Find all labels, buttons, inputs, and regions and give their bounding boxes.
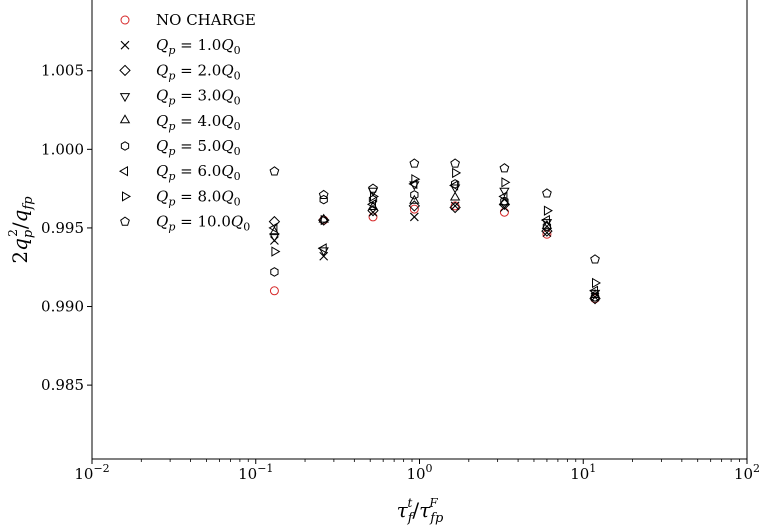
data-point [590,292,600,302]
data-point [368,212,378,222]
legend-label: Qp = 4.0Q0 [156,112,241,133]
x-axis-label: τft/τfpF [397,496,444,526]
legend-item: Qp = 1.0Q0 [120,36,241,57]
data-point [590,254,600,264]
series-points [269,158,600,264]
legend-marker [119,93,131,103]
data-point [449,201,461,214]
series-points [268,178,599,296]
legend-marker [120,216,130,226]
data-point [367,204,379,217]
x-tick-label: 10−2 [74,462,109,483]
data-point [498,191,508,202]
legend-label: NO CHARGE [156,11,256,29]
legend-marker [120,141,130,151]
data-point [411,174,421,185]
legend-label: Qp = 10.0Q0 [156,213,250,234]
y-tick-label: 1.005 [41,62,84,80]
data-point [543,205,553,216]
legend: NO CHARGE Qp = 1.0Q0 Qp = 2.0Q0 Qp = 3.0Q0 Q… [118,11,256,234]
data-point [409,194,420,204]
data-point [501,177,511,188]
data-point [542,221,552,232]
data-point [269,166,280,176]
data-point [320,214,330,226]
legend-marker [119,64,131,77]
data-point [410,190,419,200]
data-point [541,225,553,237]
data-point [409,212,419,222]
series-points [269,181,601,299]
x-tick-label: 102 [734,462,760,483]
legend-item: Qp = 8.0Q0 [122,187,241,208]
legend-marker [120,40,130,50]
data-point [270,267,279,277]
data-point [269,286,279,296]
legend-label: Qp = 6.0Q0 [156,162,241,183]
data-point [542,188,552,198]
legend-item: Qp = 6.0Q0 [118,162,241,183]
y-tick-label: 0.985 [41,376,84,394]
data-point [449,180,459,191]
series-points [270,179,600,302]
y-tick-label: 1.000 [41,140,84,158]
data-point [450,201,460,211]
legend-marker [119,114,131,124]
data-point [409,158,420,168]
data-point [452,167,462,179]
legend-item: Qp = 10.0Q0 [120,213,250,234]
data-point [271,246,281,257]
data-point [269,233,280,243]
y-tick-label: 0.995 [41,219,84,237]
legend-marker [120,15,130,25]
legend-label: Qp = 2.0Q0 [156,61,241,82]
data-point [408,200,421,212]
data-point [499,163,510,173]
series-points [271,167,602,289]
data-point [317,243,327,254]
data-point [268,222,278,234]
legend-label: Qp = 3.0Q0 [156,87,241,108]
data-point [370,191,380,202]
data-point [409,204,419,214]
legend-label: Qp = 8.0Q0 [156,187,241,208]
data-point [449,191,461,201]
data-points [268,158,602,305]
data-point [317,214,330,226]
data-point [589,285,599,296]
data-point [500,196,509,206]
legend-item: NO CHARGE [120,11,256,29]
legend-item: Qp = 3.0Q0 [119,87,241,108]
data-point [450,158,460,168]
legend-item: Qp = 5.0Q0 [120,137,241,158]
series-points [269,191,601,299]
x-tick-label: 101 [570,462,596,483]
y-axis-label: 2qp2/qfp [6,196,36,264]
data-point [540,214,550,226]
data-point [368,183,378,193]
data-point [542,229,552,239]
legend-marker [118,166,128,177]
data-point [592,277,602,289]
legend-item: Qp = 2.0Q0 [119,61,241,82]
legend-marker [122,191,132,202]
data-point [319,194,328,205]
series-points [268,198,601,305]
data-point [318,189,329,200]
x-tick-label: 100 [406,462,432,483]
data-point [408,178,418,190]
data-point [366,199,376,210]
y-tick-label: 0.990 [41,298,84,316]
x-tick-label: 10−1 [238,462,273,483]
axes: 0.985 0.990 0.995 1.000 1.005 10−2 10−1 100 101 1… [41,0,760,483]
data-point [542,228,552,238]
legend-label: Qp = 5.0Q0 [156,137,241,158]
legend-item: Qp = 4.0Q0 [119,112,241,133]
data-point [499,187,510,197]
legend-label: Qp = 1.0Q0 [156,36,241,57]
